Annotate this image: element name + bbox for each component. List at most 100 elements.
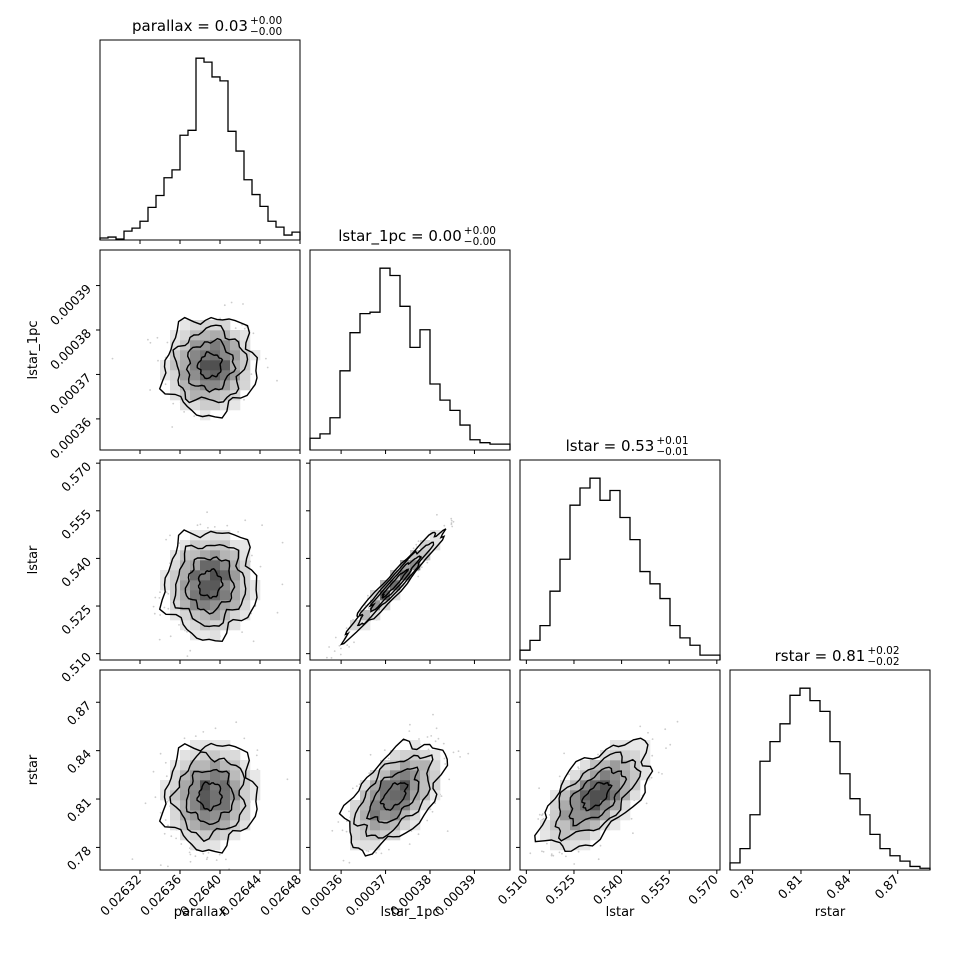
density-cell — [360, 830, 371, 841]
contour-level — [196, 781, 223, 812]
sample-point — [573, 863, 576, 865]
panel-parallax-lstar — [152, 511, 284, 657]
density-cell — [220, 380, 231, 391]
sample-point — [164, 761, 167, 764]
sample-point — [665, 747, 667, 749]
sample-point — [538, 813, 541, 816]
sample-point — [159, 591, 161, 594]
density-cell — [230, 580, 241, 591]
density-cell — [180, 610, 191, 621]
density-cell — [400, 750, 411, 761]
density-cell — [230, 560, 241, 571]
density-cell — [370, 590, 381, 601]
density-cell — [390, 780, 401, 791]
x-tick-label: 0.02648 — [257, 871, 304, 918]
density-cell — [180, 800, 191, 811]
sample-point — [234, 327, 237, 329]
contour-level — [568, 766, 628, 827]
x-tick-label: 0.84 — [823, 871, 853, 901]
sample-point — [375, 851, 377, 854]
density-cell — [430, 540, 441, 551]
density-cell — [210, 610, 221, 621]
density-cell — [570, 780, 581, 791]
density-cell — [210, 830, 221, 841]
density-cell — [190, 740, 201, 751]
density-cell — [200, 820, 211, 831]
text-layer: 0.000360.000370.000380.000390.5100.5250.… — [26, 15, 902, 920]
density-cell — [550, 810, 561, 821]
density-cell — [200, 600, 211, 611]
sample-point — [276, 611, 279, 614]
density-cell — [200, 560, 211, 571]
sample-point — [538, 787, 540, 790]
density-cell — [370, 610, 381, 621]
density-cell — [200, 780, 211, 791]
y-tick-label: 0.84 — [64, 746, 94, 776]
sample-point — [144, 802, 147, 805]
sample-point — [355, 785, 358, 787]
sample-point — [452, 751, 455, 754]
density-cell — [390, 750, 401, 761]
density-cell — [240, 360, 251, 371]
sample-point — [340, 647, 342, 650]
y-tick-label: 0.81 — [64, 795, 94, 825]
sample-point — [546, 842, 548, 845]
sample-point — [159, 614, 162, 616]
density-cell — [610, 760, 621, 771]
density-cell — [630, 770, 641, 781]
density-cell — [180, 760, 191, 771]
sample-point — [152, 770, 155, 773]
sample-point — [630, 817, 633, 820]
density-cell — [210, 760, 221, 771]
density-cell — [610, 770, 621, 781]
density-cell — [220, 620, 231, 631]
density-cell — [170, 340, 181, 351]
x-tick-label: 0.570 — [685, 871, 721, 907]
density-cell — [240, 540, 251, 551]
sample-point — [348, 646, 350, 648]
density-cell — [590, 790, 601, 801]
density-cell — [630, 740, 641, 751]
sample-point — [388, 848, 390, 851]
density-cell — [240, 370, 251, 381]
density-cell — [220, 370, 231, 381]
sample-point — [669, 743, 672, 746]
sample-point — [541, 850, 543, 853]
contour-level — [365, 766, 420, 824]
sample-point — [166, 800, 169, 803]
sample-point — [431, 810, 434, 813]
density-cell — [420, 750, 431, 761]
density-cell — [580, 810, 591, 821]
contour-level — [158, 316, 259, 419]
density-cell — [400, 760, 411, 771]
density-cell — [190, 320, 201, 331]
density-cell — [180, 320, 191, 331]
density-cell — [190, 620, 201, 631]
density-cell — [230, 360, 241, 371]
y-tick-label: 0.87 — [64, 698, 94, 728]
y-tick-label: 0.00038 — [47, 325, 94, 372]
density-cell — [220, 780, 231, 791]
sample-point — [205, 858, 208, 861]
sample-point — [243, 737, 246, 740]
density-cell — [210, 570, 221, 581]
sample-point — [348, 810, 350, 813]
sample-point — [450, 517, 453, 520]
sample-point — [368, 772, 371, 775]
density-cell — [560, 780, 571, 791]
density-cell — [610, 750, 621, 761]
density-cell — [420, 780, 431, 791]
sample-point — [164, 819, 167, 821]
x-tick-label: 0.87 — [872, 872, 902, 902]
density-cell — [600, 800, 611, 811]
x-axis-label-lstar_1pc: lstar_1pc — [381, 905, 440, 920]
density-cell — [200, 630, 211, 641]
density-cell — [550, 800, 561, 811]
density-cell — [570, 770, 581, 781]
sample-point — [180, 843, 183, 845]
density-cell — [170, 360, 181, 371]
density-cell — [190, 590, 201, 601]
density-cell — [600, 750, 611, 761]
density-cell — [220, 350, 231, 361]
sample-point — [565, 855, 567, 858]
